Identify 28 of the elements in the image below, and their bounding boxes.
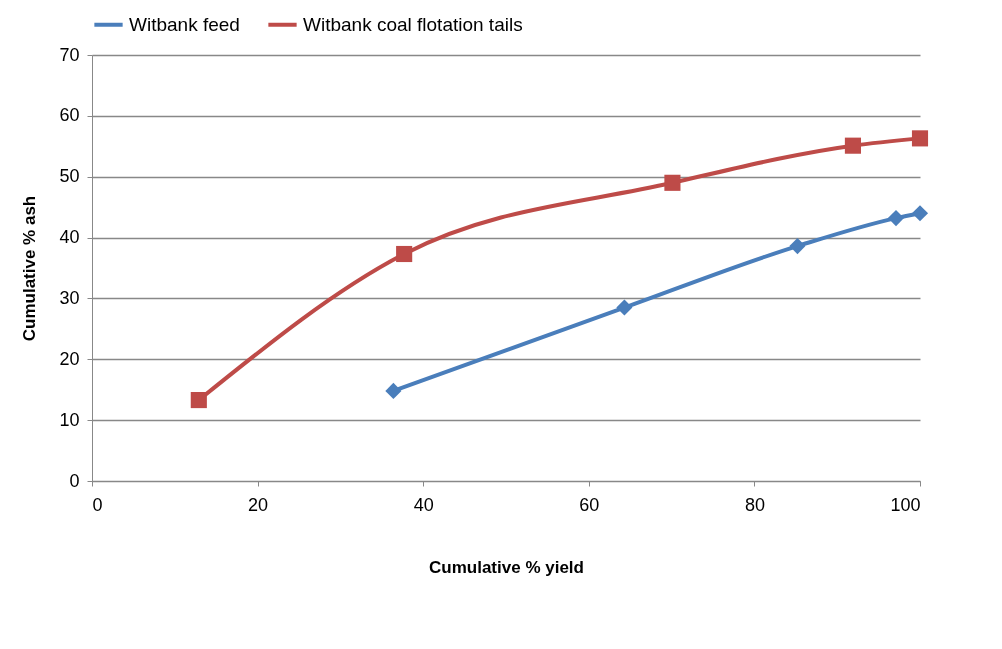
- x-tick-label: 60: [579, 494, 600, 515]
- y-tick-label: 40: [59, 227, 80, 248]
- y-tick-label: 0: [69, 470, 80, 491]
- y-tick-label: 50: [59, 166, 80, 187]
- y-tick-label: 60: [59, 105, 80, 126]
- legend-label: Witbank coal flotation tails: [303, 13, 523, 35]
- x-tick-label: 0: [92, 494, 103, 515]
- y-axis-title: Cumulative % ash: [20, 195, 40, 342]
- point: [396, 245, 413, 263]
- y-tick-label: 30: [59, 287, 80, 308]
- point: [911, 130, 929, 147]
- y-tick-label: 20: [59, 348, 80, 369]
- point: [385, 382, 402, 399]
- x-tick-label: 80: [744, 494, 765, 515]
- legend-label: Witbank feed: [129, 13, 240, 35]
- point: [664, 174, 681, 191]
- x-axis-title: Cumulative % yield: [429, 557, 584, 577]
- x-tick-label: 20: [248, 494, 269, 515]
- point: [190, 392, 207, 409]
- x-tick-label: 100: [890, 494, 921, 515]
- y-tick-label: 10: [59, 409, 80, 430]
- point: [844, 137, 861, 154]
- y-tick-label: 70: [59, 44, 80, 65]
- point: [789, 238, 806, 255]
- point: [616, 299, 633, 316]
- x-tick-label: 40: [413, 494, 434, 515]
- point: [911, 205, 929, 222]
- point: [887, 210, 905, 227]
